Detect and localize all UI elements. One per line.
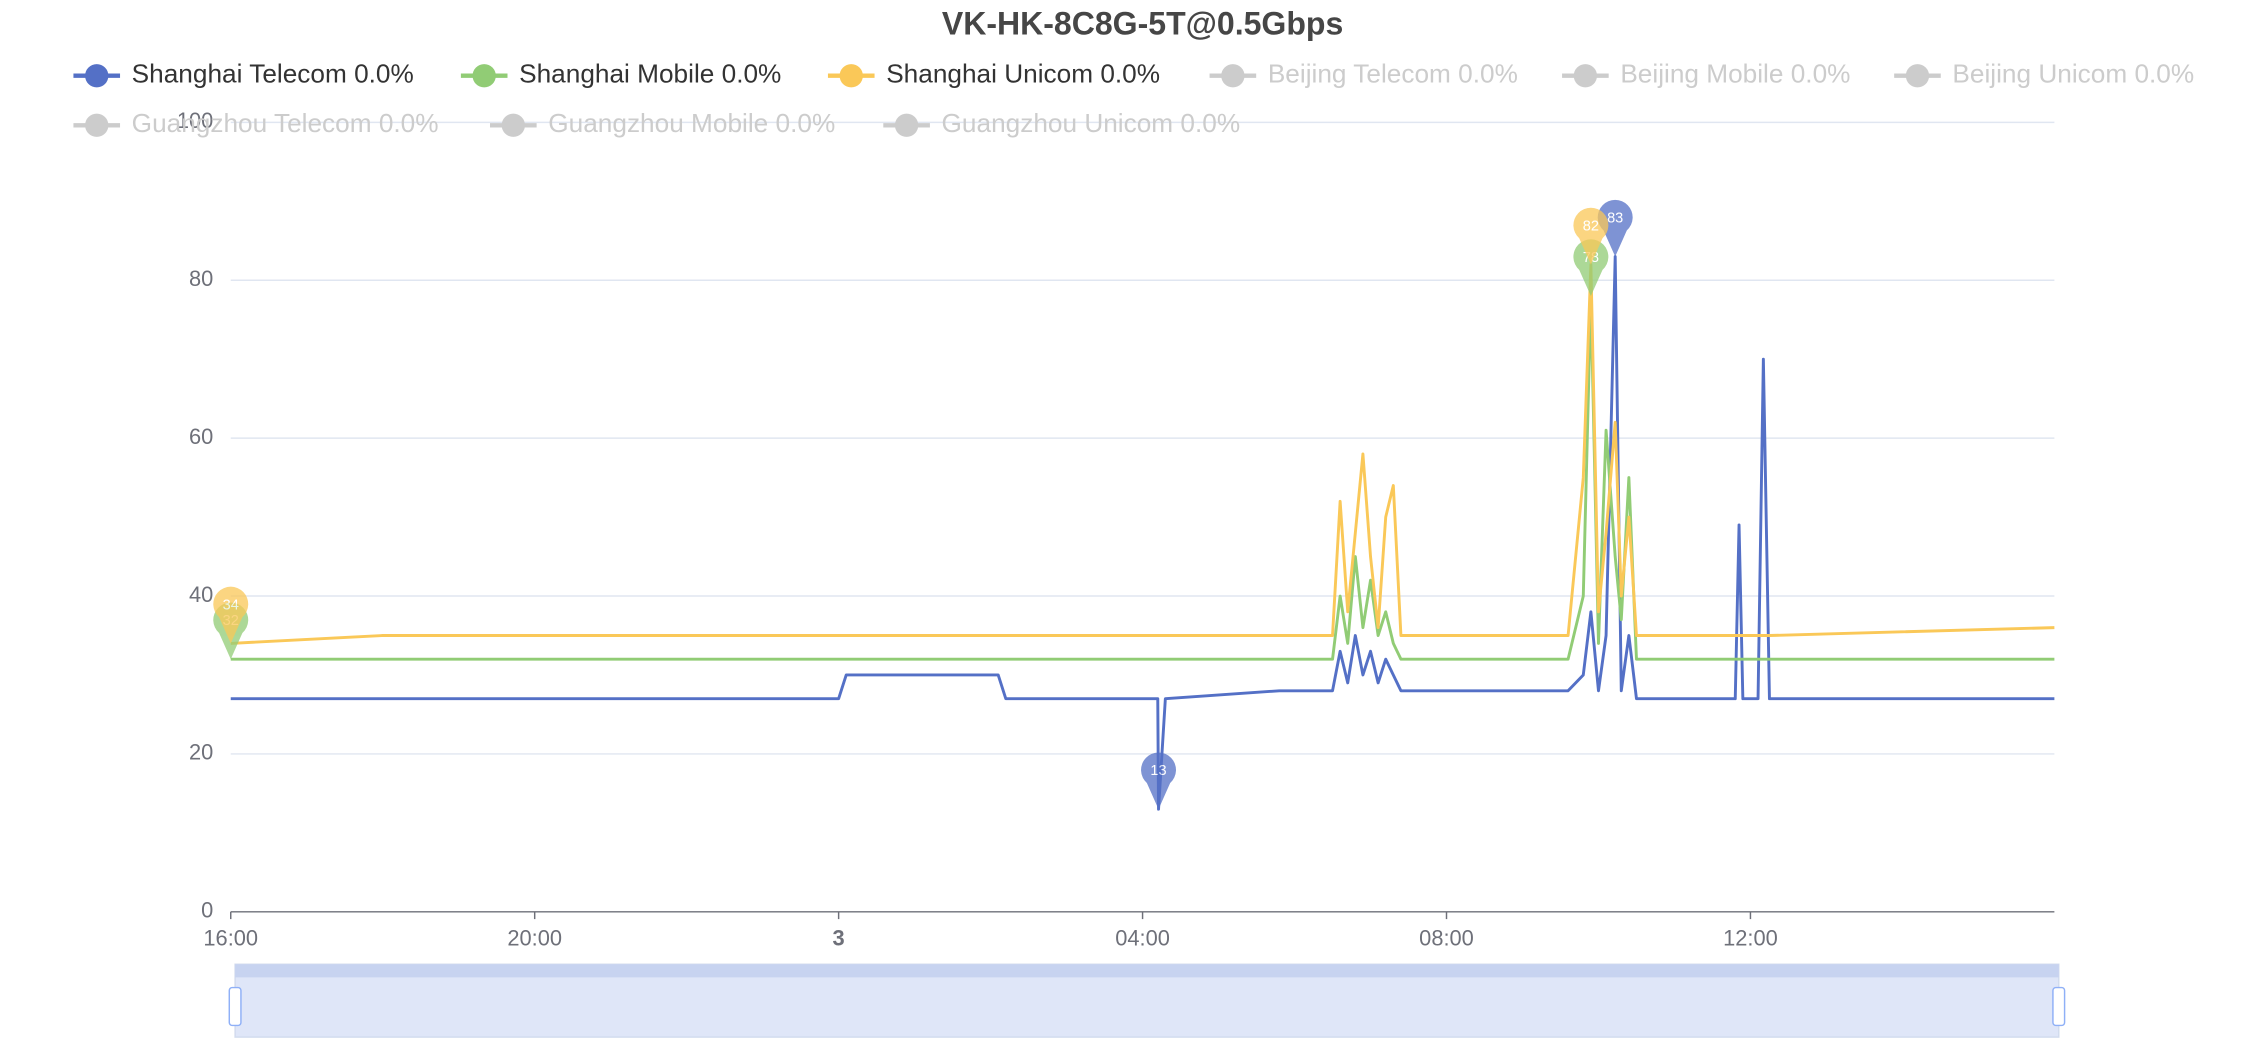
chart-title: VK-HK-8C8G-5T@0.5Gbps (942, 6, 1343, 42)
legend-dot (85, 64, 109, 88)
legend-dot (839, 64, 863, 88)
series-line (230, 263, 2055, 645)
data-zoom[interactable] (228, 963, 2066, 1038)
y-tick-label: 40 (189, 582, 213, 607)
pin (1573, 239, 1609, 297)
x-tick-label: 08:00 (1419, 925, 1474, 950)
pin-label: 83 (1607, 211, 1623, 227)
zoom-bar (235, 964, 2059, 978)
y-tick-label: 20 (189, 740, 213, 765)
legend-item[interactable]: Guangzhou Unicom 0.0% (883, 108, 1240, 138)
pin (213, 586, 249, 644)
legend-label: Guangzhou Mobile 0.0% (548, 108, 835, 138)
legend-dot (501, 113, 525, 137)
x-tick-label: 04:00 (1115, 925, 1170, 950)
legend-label: Shanghai Unicom 0.0% (886, 59, 1160, 89)
legend-dot (85, 113, 109, 137)
mark-point: 13 (1141, 752, 1177, 810)
legend-item[interactable]: Beijing Unicom 0.0% (1894, 59, 2194, 89)
series-line (230, 294, 2055, 661)
legend-dot (1573, 64, 1598, 88)
legend-label: Shanghai Mobile 0.0% (519, 59, 781, 89)
pin (1597, 199, 1633, 257)
legend-item[interactable]: Beijing Mobile 0.0% (1562, 59, 1850, 89)
series-line (230, 255, 2055, 811)
pin-label: 34 (223, 597, 239, 613)
zoom-handle-right[interactable] (2052, 986, 2066, 1027)
pin-label: 82 (1583, 218, 1599, 234)
y-tick-label: 80 (189, 266, 213, 291)
legend-dot (1221, 64, 1245, 88)
legend-item[interactable]: Shanghai Telecom 0.0% (73, 59, 414, 89)
pin (1141, 752, 1177, 810)
legend-item[interactable]: Beijing Telecom 0.0% (1209, 59, 1518, 89)
legend-item[interactable]: Guangzhou Telecom 0.0% (73, 108, 439, 138)
legend-item[interactable]: Guangzhou Mobile 0.0% (490, 108, 835, 138)
legend-item[interactable]: Shanghai Unicom 0.0% (827, 59, 1160, 89)
pin-label: 13 (1150, 763, 1166, 779)
y-tick-label: 0 (201, 898, 213, 923)
y-tick-label: 60 (189, 424, 213, 449)
legend-item[interactable]: Shanghai Mobile 0.0% (460, 59, 781, 89)
x-tick-label: 12:00 (1723, 925, 1778, 950)
mark-point: 34 (213, 586, 249, 644)
legend-dot (1905, 64, 1930, 88)
legend-dot (472, 64, 496, 88)
pin (1573, 207, 1609, 265)
legend-label: Beijing Unicom 0.0% (1952, 59, 2194, 89)
legend-dot (894, 113, 919, 137)
legend-label: Beijing Mobile 0.0% (1620, 59, 1850, 89)
mark-point: 82 (1573, 207, 1609, 265)
zoom-handle-left[interactable] (228, 986, 242, 1027)
legend-label: Guangzhou Unicom 0.0% (942, 108, 1241, 138)
mark-point: 83 (1597, 199, 1633, 257)
x-tick-label: 16:00 (203, 925, 258, 950)
legend-label: Beijing Telecom 0.0% (1268, 59, 1518, 89)
x-tick-label: 20:00 (507, 925, 562, 950)
y-tick-label: 100 (177, 108, 213, 133)
legend-label: Shanghai Telecom 0.0% (132, 59, 414, 89)
legend-label: Guangzhou Telecom 0.0% (132, 108, 439, 138)
x-tick-label: 3 (833, 925, 845, 950)
